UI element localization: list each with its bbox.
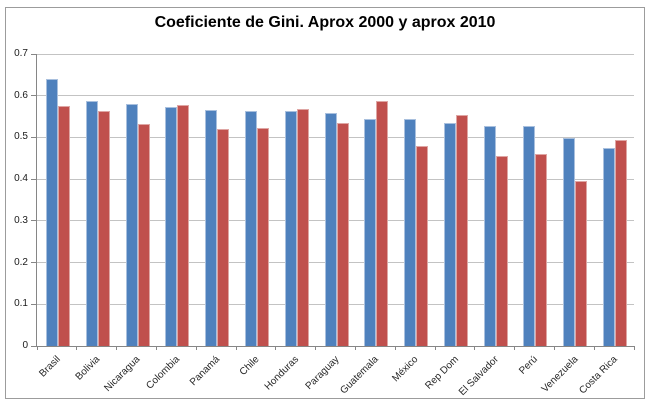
x-axis-label: Costa Rica bbox=[577, 354, 620, 397]
y-axis-tick bbox=[31, 262, 37, 264]
y-axis-label: 0.6 bbox=[14, 89, 28, 101]
bar-aprox-2000-Honduras bbox=[285, 111, 297, 346]
bar-aprox-2000-Bolivia bbox=[86, 101, 98, 346]
x-axis-label: Rep Dom bbox=[423, 354, 461, 392]
y-axis-label: 0.3 bbox=[14, 214, 28, 226]
x-axis-label: Brasil bbox=[37, 354, 63, 380]
x-axis-tick bbox=[514, 346, 516, 350]
x-axis-tick bbox=[195, 346, 197, 350]
x-axis-tick bbox=[553, 346, 555, 350]
x-axis-label: Chile bbox=[237, 354, 262, 378]
x-axis-tick bbox=[76, 346, 78, 350]
x-axis-tick bbox=[315, 346, 317, 350]
bar-aprox-2010-Colombia bbox=[177, 105, 189, 346]
x-axis-label: Colombia bbox=[144, 354, 183, 392]
bar-aprox-2010-Guatemala bbox=[376, 101, 388, 346]
bar-aprox-2000-Nicaragua bbox=[126, 104, 138, 346]
y-axis-label: 0.7 bbox=[14, 48, 28, 59]
y-axis-tick bbox=[31, 345, 37, 347]
y-axis-tick bbox=[31, 178, 37, 180]
bar-aprox-2000-México bbox=[404, 119, 416, 346]
x-axis-tick bbox=[235, 346, 237, 350]
bar-aprox-2000-Colombia bbox=[165, 107, 177, 346]
y-axis-tick bbox=[31, 303, 37, 305]
x-axis-tick bbox=[434, 346, 436, 350]
x-axis-label: Paraguay bbox=[303, 354, 342, 393]
bar-aprox-2000-Panamá bbox=[205, 110, 217, 346]
x-axis-label: Guatemala bbox=[338, 354, 382, 397]
x-axis-line bbox=[36, 346, 634, 347]
x-axis-tick bbox=[593, 346, 595, 350]
x-axis-label: Honduras bbox=[263, 354, 302, 393]
y-axis-label: 0.1 bbox=[14, 298, 28, 310]
bar-aprox-2000-El Salvador bbox=[484, 126, 496, 346]
x-axis-label: Panamá bbox=[187, 354, 222, 389]
bar-aprox-2010-Rep Dom bbox=[456, 115, 468, 346]
x-axis-tick bbox=[394, 346, 396, 350]
bar-aprox-2010-México bbox=[416, 146, 428, 346]
x-axis-tick bbox=[474, 346, 476, 350]
bar-aprox-2000-Chile bbox=[245, 111, 257, 346]
bar-aprox-2010-Honduras bbox=[297, 109, 309, 346]
y-axis-label: 0 bbox=[22, 340, 28, 351]
chart-title: Coeficiente de Gini. Aprox 2000 y aprox … bbox=[154, 14, 496, 31]
bar-aprox-2000-Venezuela bbox=[563, 138, 575, 346]
x-axis-tick bbox=[36, 346, 38, 350]
y-axis-line bbox=[36, 54, 37, 346]
bar-aprox-2000-Paraguay bbox=[325, 113, 337, 346]
bar-aprox-2000-Perú bbox=[523, 126, 535, 346]
x-axis-tick bbox=[275, 346, 277, 350]
y-axis-tick bbox=[31, 136, 37, 138]
x-axis-label: El Salvador bbox=[456, 354, 501, 398]
gridline bbox=[37, 53, 634, 55]
plot-area: 0.7 0.6 0.5 0.4 0.3 0.2 0.1 0 Brasil Bolivia Nicar… bbox=[14, 48, 635, 398]
bar-aprox-2010-Chile bbox=[257, 128, 269, 346]
y-axis-tick bbox=[31, 220, 37, 222]
x-axis-label: Nicaragua bbox=[102, 354, 143, 395]
bar-aprox-2010-Paraguay bbox=[337, 123, 349, 346]
x-axis-label: Bolivia bbox=[73, 354, 103, 383]
y-axis-label: 0.5 bbox=[14, 131, 28, 143]
gridline bbox=[37, 95, 634, 97]
bar-aprox-2000-Guatemala bbox=[364, 119, 376, 346]
bar-aprox-2010-Brasil bbox=[58, 106, 70, 346]
bar-aprox-2010-Perú bbox=[535, 154, 547, 346]
bar-aprox-2000-Costa Rica bbox=[603, 148, 615, 346]
x-axis-tick bbox=[633, 346, 635, 350]
bar-aprox-2010-Nicaragua bbox=[138, 124, 150, 346]
bar-aprox-2010-Costa Rica bbox=[615, 140, 627, 346]
bar-aprox-2010-Bolivia bbox=[98, 111, 110, 346]
x-axis-label: México bbox=[390, 354, 421, 385]
y-axis-tick bbox=[31, 95, 37, 97]
bar-aprox-2000-Rep Dom bbox=[444, 123, 456, 346]
x-axis-label: Perú bbox=[517, 354, 541, 377]
x-axis-tick bbox=[354, 346, 356, 350]
y-axis-tick bbox=[31, 53, 37, 55]
x-axis-label: Venezuela bbox=[539, 354, 581, 395]
y-axis-label: 0.4 bbox=[14, 173, 28, 185]
bar-aprox-2000-Brasil bbox=[46, 79, 58, 346]
bar-aprox-2010-Panamá bbox=[217, 129, 229, 346]
x-axis-tick bbox=[116, 346, 118, 350]
chart-frame: Coeficiente de Gini. Aprox 2000 y aprox … bbox=[5, 7, 645, 399]
bar-aprox-2010-El Salvador bbox=[496, 156, 508, 346]
bar-aprox-2010-Venezuela bbox=[575, 181, 587, 346]
x-axis-tick bbox=[155, 346, 157, 350]
y-axis-label: 0.2 bbox=[14, 256, 28, 268]
